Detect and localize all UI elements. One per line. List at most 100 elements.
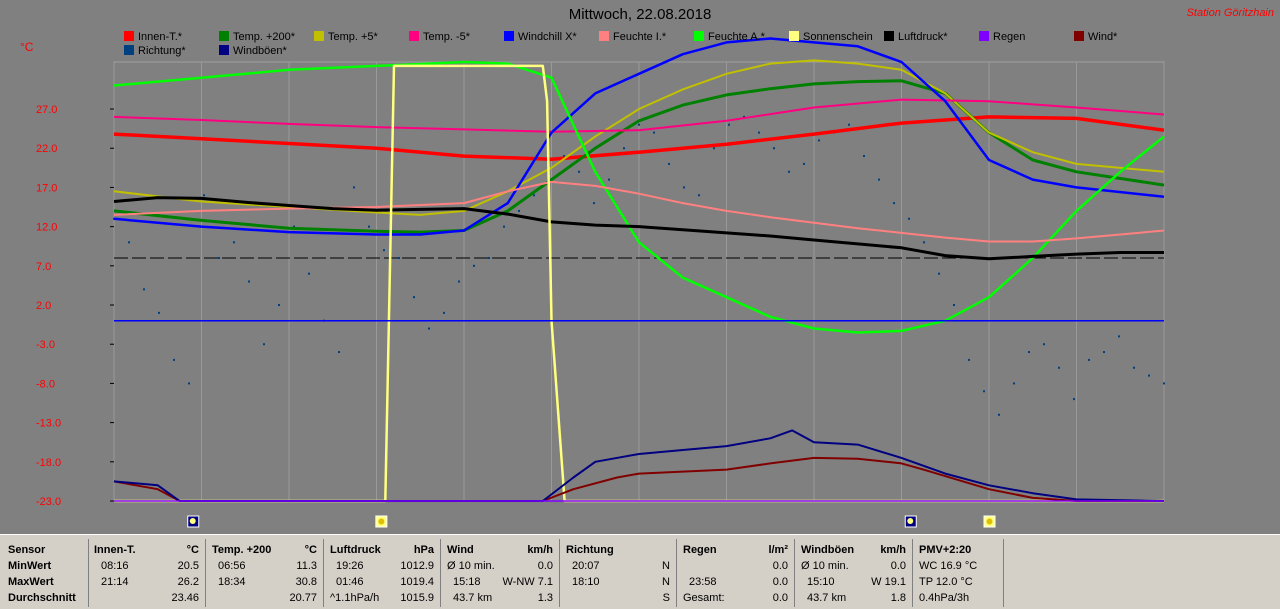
direction-point: [308, 272, 310, 275]
direction-point: [473, 264, 475, 267]
legend-swatch: [1074, 31, 1084, 41]
regen-max-time: 23:58: [689, 576, 717, 588]
regen-title: Regen: [683, 544, 717, 556]
night-icon: [907, 518, 914, 524]
direction-point: [1028, 351, 1030, 354]
direction-point: [1013, 382, 1015, 385]
direction-point: [668, 162, 670, 165]
direction-point: [1073, 398, 1075, 401]
pmv-pressure-trend: 0.4hPa/3h: [919, 592, 970, 604]
legend-label: Temp. +5*: [328, 31, 378, 43]
direction-point: [203, 194, 205, 197]
temp200-unit: °C: [304, 544, 317, 556]
y-tick-label: 7.0: [36, 261, 51, 273]
druck-avg: 1015.9: [400, 592, 434, 604]
direction-point: [488, 256, 490, 259]
legend-item: Wind*: [1074, 31, 1117, 43]
station-name: Station Göritzhain: [1186, 7, 1274, 19]
row-label-max: MaxWert: [8, 576, 54, 588]
druck-title: Luftdruck: [330, 544, 381, 556]
legend-item: Temp. +200*: [219, 31, 295, 43]
stats-table: Sensor MinWert MaxWert Durchschnitt Inne…: [0, 534, 1280, 609]
row-labels: Sensor MinWert MaxWert Durchschnitt: [0, 539, 89, 607]
legend-item: Windchill X*: [504, 31, 577, 43]
temp200-avg: 20.77: [289, 592, 317, 604]
direction-point: [893, 202, 895, 205]
legend-item: Temp. -5*: [409, 31, 470, 43]
legend-label: Temp. +200*: [233, 31, 296, 43]
direction-point: [878, 178, 880, 181]
legend-label: Windchill X*: [518, 31, 577, 43]
series-line: [113, 98, 1165, 133]
temp200-title: Temp. +200: [212, 544, 272, 556]
wind-title: Wind: [447, 544, 474, 556]
y-tick-label: 22.0: [36, 143, 57, 155]
sun-icon: [378, 518, 385, 525]
direction-point: [683, 186, 685, 189]
direction-point: [968, 358, 970, 361]
direction-point: [983, 390, 985, 393]
row-label-sensor: Sensor: [8, 544, 46, 556]
direction-point: [173, 358, 175, 361]
y-tick-label: -8.0: [36, 378, 55, 390]
legend-item: Innen-T.*: [124, 31, 182, 43]
direction-point: [1058, 366, 1060, 369]
innen-min-val: 20.5: [177, 560, 199, 572]
direction-point: [563, 155, 565, 158]
legend-swatch: [599, 31, 609, 41]
direction-point: [338, 351, 340, 354]
legend-swatch: [504, 31, 514, 41]
legend-swatch: [694, 31, 704, 41]
direction-point: [458, 280, 460, 283]
direction-point: [608, 178, 610, 181]
richtung-title: Richtung: [566, 544, 614, 556]
boeen-avg-label: Ø 10 min.: [801, 560, 849, 572]
y-tick-label: -13.0: [36, 418, 61, 430]
series-line: [113, 196, 1164, 261]
direction-point: [158, 311, 160, 314]
temp200-min-time: 06:56: [218, 560, 246, 572]
direction-point: [908, 217, 910, 220]
regen-unit: l/m²: [768, 544, 788, 556]
direction-point: [773, 147, 775, 150]
direction-point: [923, 241, 925, 244]
col-boeen: Windböen km/h Ø 10 min. 0.0 15:10 W 19.1…: [795, 539, 913, 607]
legend-swatch: [314, 31, 324, 41]
direction-point: [863, 155, 865, 158]
legend-item: Sonnenschein: [789, 31, 873, 43]
wind-distance: 43.7 km: [453, 592, 493, 604]
legend-item: Feuchte A.*: [694, 31, 765, 43]
innen-unit: °C: [186, 544, 199, 556]
chart-area: 27.0 22.0 17.0 12.0 7.0 2.0 -3.0 -8.0 -13.0 -18.0…: [0, 0, 1280, 534]
druck-min-time: 19:26: [336, 560, 364, 572]
col-pmv: PMV+2:20 WC 16.9 °C TP 12.0 °C 0.4hPa/3h: [913, 539, 1004, 607]
temp200-max-val: 30.8: [295, 576, 317, 588]
pmv-windchill: WC 16.9 °C: [919, 560, 978, 572]
direction-point: [128, 241, 130, 244]
col-regen: Regen l/m² 0.0 23:58 0.0 Gesamt: 0.0: [677, 539, 795, 607]
richtung-avg: S: [662, 592, 670, 604]
innen-title: Innen-T.: [94, 544, 136, 556]
direction-point: [743, 115, 745, 118]
y-tick-label: -3.0: [36, 339, 55, 351]
col-richtung: Richtung 20:07 N 18:10 N S: [560, 539, 677, 607]
direction-point: [953, 304, 955, 307]
richtung-max-val: N: [662, 576, 670, 588]
chart-canvas: 27.0 22.0 17.0 12.0 7.0 2.0 -3.0 -8.0 -13.0 -18.0…: [36, 37, 1165, 528]
direction-point: [713, 147, 715, 150]
direction-point: [1163, 382, 1165, 385]
legend-label: Sonnenschein: [803, 31, 873, 43]
regen-min-val: 0.0: [772, 560, 788, 572]
legend-swatch: [979, 31, 989, 41]
legend-item: Temp. +5*: [314, 31, 378, 43]
legend-item: Regen: [979, 31, 1025, 43]
legend-label: Feuchte A.*: [708, 31, 765, 43]
legend-swatch: [884, 31, 894, 41]
boeen-title: Windböen: [801, 544, 855, 556]
row-label-min: MinWert: [8, 560, 52, 572]
boeen-max-time: 15:10: [807, 576, 835, 588]
col-wind: Wind km/h Ø 10 min. 0.0 15:18 W-NW 7.1 4…: [441, 539, 560, 607]
legend-label: Feuchte I.*: [613, 31, 667, 43]
y-tick-label: 2.0: [36, 300, 51, 312]
direction-point: [278, 304, 280, 307]
